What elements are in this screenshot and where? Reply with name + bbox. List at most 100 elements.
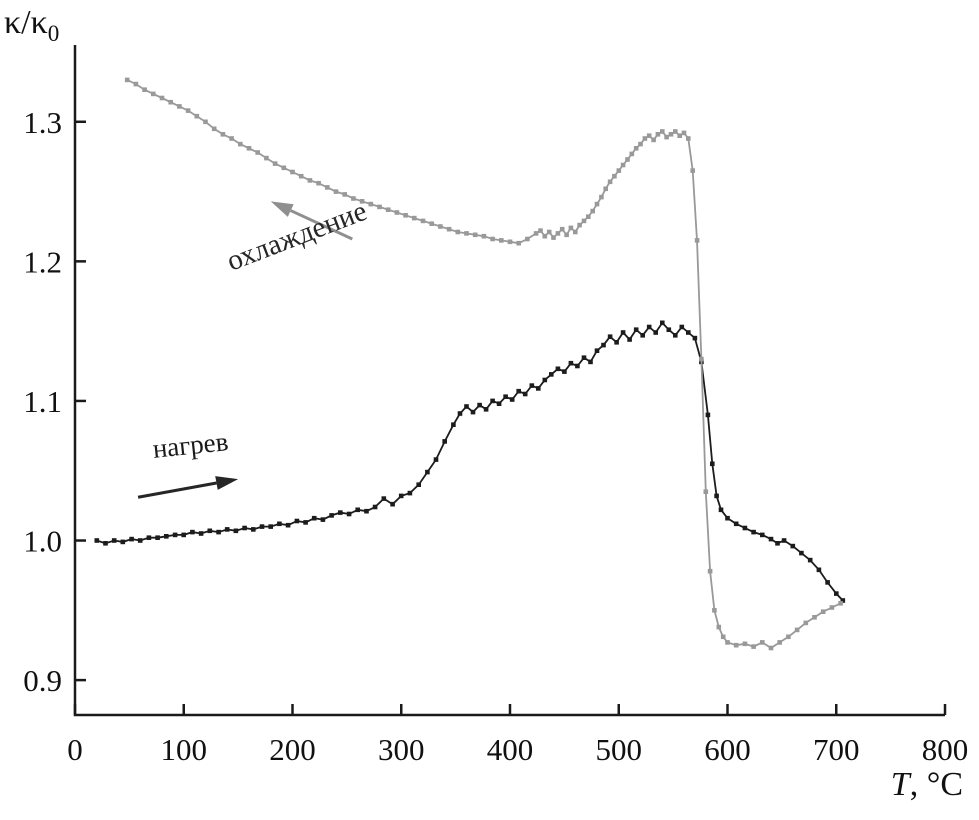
series-marker-heating [646,324,652,330]
series-marker-heating [542,377,548,383]
series-marker-cooling [403,213,408,218]
series-marker-cooling [690,168,695,173]
series-marker-cooling [264,155,269,161]
series-marker-heating [355,507,360,513]
series-marker-heating [146,535,152,540]
series-marker-cooling [642,136,648,141]
series-marker-cooling [733,642,739,648]
series-marker-cooling [594,201,600,207]
series-marker-heating [673,333,678,338]
series-marker-heating [536,386,541,391]
heating-arrow-head [215,476,239,490]
series-marker-cooling [681,130,687,136]
series-marker-cooling [577,222,582,228]
series-marker-cooling [820,609,826,614]
series-marker-heating [575,363,580,369]
series-marker-cooling [481,233,487,239]
series-marker-cooling [686,136,691,141]
series-marker-heating [816,567,822,573]
series-marker-cooling [525,236,530,242]
series-marker-heating [94,538,100,543]
heating-annotation-label: нагрев [151,426,229,464]
series-marker-cooling [316,180,321,186]
series-marker-heating [588,359,593,365]
series-marker-cooling [159,95,165,101]
series-line-cooling [126,79,841,650]
series-marker-heating [710,461,715,467]
series-marker-heating [705,412,711,418]
cooling-arrow-head [270,201,294,217]
series-marker-cooling [586,214,591,219]
series-marker-cooling [238,141,243,147]
series-marker-cooling [629,151,635,157]
series-marker-cooling [377,204,382,210]
series-marker-cooling [551,235,556,240]
series-marker-heating [416,482,421,487]
series-marker-heating [760,532,765,538]
heating-arrow-line [137,481,217,499]
series-marker-heating [768,536,774,542]
series-marker-cooling [660,129,665,134]
series-marker-cooling [133,81,139,87]
series-marker-cooling [838,601,843,606]
cooling-arrow-line [290,209,353,241]
series-marker-cooling [646,133,652,138]
series-marker-heating [640,333,645,338]
series-marker-heating [620,330,626,335]
series-marker-cooling [359,199,365,204]
series-marker-cooling [151,91,156,97]
series-marker-cooling [568,225,574,231]
series-marker-heating [464,404,469,409]
x-tick-label: 400 [487,732,534,767]
series-marker-heating [294,518,300,524]
series-marker-heating [679,324,685,330]
series-marker-cooling [499,238,504,243]
y-tick-label: 1.0 [23,524,62,559]
series-marker-cooling [325,185,330,190]
series-marker-heating [390,501,395,507]
series-marker-cooling [533,231,539,236]
series-marker-heating [303,520,308,525]
series-marker-heating [714,493,719,499]
series-marker-heating [807,557,813,563]
series-line-heating [96,321,844,602]
series-marker-heating [522,391,528,397]
series-marker-cooling [177,104,182,109]
x-axis-label-symbol: T [890,766,910,803]
y-tick-label: 1.1 [23,384,62,419]
series-marker-heating [442,439,447,444]
series-marker-cooling [668,132,674,137]
series-marker-heating [825,580,830,585]
series-marker-cooling [590,208,595,214]
series-marker-cooling [777,640,782,645]
series-marker-cooling [564,232,569,238]
series-marker-cooling [829,605,835,610]
series-marker-cooling [351,196,356,201]
series-marker-heating [259,524,265,529]
series-marker-cooling [507,239,513,245]
series-marker-cooling [394,210,400,215]
series-marker-cooling [124,77,130,83]
series-marker-cooling [211,126,217,132]
series-marker-heating [372,504,378,510]
series-marker-cooling [720,634,726,640]
series-marker-cooling [638,141,643,147]
series-marker-cooling [794,627,800,633]
series-marker-heating [398,493,404,499]
series-marker-cooling [760,640,765,645]
series-marker-heating [496,401,502,406]
series-marker-cooling [786,634,791,640]
series-marker-cooling [342,192,347,197]
series-marker-heating [164,534,169,539]
series-marker-cooling [559,226,565,232]
series-marker-cooling [538,228,543,233]
series-marker-heating [742,525,748,531]
series-marker-heating [733,521,739,527]
series-marker-cooling [246,146,252,151]
series-marker-cooling [673,129,678,134]
series-marker-heating [251,527,256,532]
series-marker-cooling [555,231,561,236]
series-marker-cooling [803,620,809,626]
series-marker-heating [666,327,672,332]
